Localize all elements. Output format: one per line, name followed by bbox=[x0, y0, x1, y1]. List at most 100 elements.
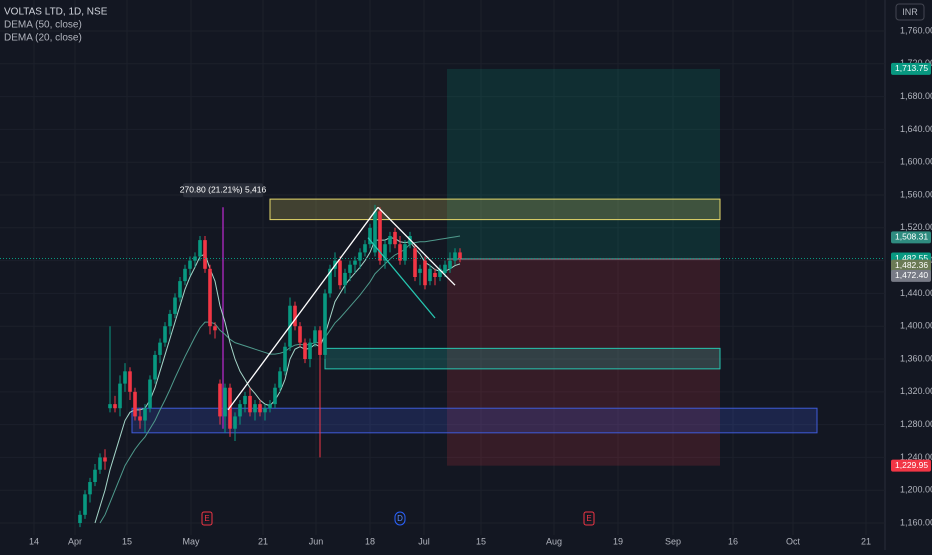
measure-label: 270.80 (21.21%) 5,416 bbox=[180, 185, 267, 195]
candle-body bbox=[233, 416, 237, 429]
candle-body bbox=[213, 326, 217, 331]
candle-body bbox=[258, 404, 262, 413]
price-zone bbox=[269, 198, 721, 221]
candle-body bbox=[203, 240, 207, 269]
candle-body bbox=[138, 416, 142, 421]
y-tick-label: 1,640.00 bbox=[900, 124, 932, 134]
trendline bbox=[227, 206, 379, 411]
candle-body bbox=[98, 457, 102, 470]
candle-body bbox=[113, 404, 117, 409]
candle-body bbox=[373, 211, 377, 253]
candle-body bbox=[168, 313, 172, 327]
price-zone bbox=[131, 407, 818, 434]
candle-body bbox=[368, 227, 372, 245]
candle-body bbox=[348, 264, 352, 273]
candle-body bbox=[143, 408, 147, 421]
y-tick-label: 1,680.00 bbox=[900, 91, 932, 101]
x-tick-label: Aug bbox=[546, 536, 562, 546]
candle-body bbox=[283, 346, 287, 372]
candle-body bbox=[323, 293, 327, 355]
candle-body bbox=[88, 482, 92, 495]
candle-body bbox=[418, 268, 422, 273]
candle-body bbox=[248, 395, 252, 413]
candle-body bbox=[108, 404, 112, 409]
event-marker bbox=[201, 511, 213, 526]
candle-body bbox=[218, 383, 222, 417]
chart-title: VOLTAS LTD, 1D, NSE bbox=[4, 7, 108, 18]
candle-body bbox=[383, 244, 387, 261]
price-label: 1,472.40 bbox=[895, 270, 928, 280]
candle-body bbox=[433, 272, 437, 278]
price-label: 1,482.36 bbox=[895, 260, 928, 270]
measure-box bbox=[183, 183, 263, 198]
candle-body bbox=[398, 244, 402, 261]
y-tick-label: 1,560.00 bbox=[900, 189, 932, 199]
candle-body bbox=[118, 383, 122, 409]
y-tick-label: 1,280.00 bbox=[900, 419, 932, 429]
price-label: 1,713.75 bbox=[895, 63, 928, 73]
price-label-box bbox=[891, 231, 931, 244]
x-tick-label: Apr bbox=[68, 536, 82, 546]
legend-entry: DEMA (50, close) bbox=[4, 20, 82, 31]
candle-body bbox=[428, 268, 432, 282]
candle-body bbox=[353, 260, 357, 265]
candle-body bbox=[93, 469, 97, 483]
candle-body bbox=[308, 342, 312, 360]
candle-body bbox=[238, 404, 242, 417]
candle-body bbox=[358, 252, 362, 261]
price-label: 1,229.95 bbox=[895, 460, 928, 470]
x-tick-label: 16 bbox=[728, 536, 738, 546]
dema-line bbox=[94, 237, 461, 524]
y-tick-label: 1,600.00 bbox=[900, 157, 932, 167]
y-tick-label: 1,400.00 bbox=[900, 321, 932, 331]
candle-body bbox=[443, 264, 447, 273]
candle-body bbox=[403, 244, 407, 261]
y-tick-label: 1,440.00 bbox=[900, 288, 932, 298]
candle-body bbox=[153, 354, 157, 380]
candle-body bbox=[458, 252, 462, 259]
event-marker bbox=[583, 511, 595, 526]
currency-label[interactable]: INR bbox=[902, 7, 918, 17]
x-tick-label: 21 bbox=[861, 536, 871, 546]
y-tick-label: 1,320.00 bbox=[900, 386, 932, 396]
y-tick-label: 1,240.00 bbox=[900, 452, 932, 462]
candle-body bbox=[298, 326, 302, 343]
candle-body bbox=[188, 260, 192, 269]
stop-zone bbox=[447, 258, 720, 466]
candle-body bbox=[293, 305, 297, 327]
currency-button[interactable] bbox=[895, 3, 925, 21]
target-zone bbox=[447, 68, 720, 259]
candle-body bbox=[243, 395, 247, 405]
candle-body bbox=[343, 272, 347, 286]
x-tick-label: 14 bbox=[29, 536, 39, 546]
x-tick-label: Sep bbox=[665, 536, 681, 546]
candle-body bbox=[393, 231, 397, 245]
y-tick-label: 1,360.00 bbox=[900, 353, 932, 363]
x-tick-label: 15 bbox=[476, 536, 486, 546]
candle-body bbox=[173, 297, 177, 314]
y-tick-label: 1,520.00 bbox=[900, 222, 932, 232]
candle-body bbox=[423, 260, 427, 286]
price-zone bbox=[324, 347, 721, 370]
candle-body bbox=[413, 248, 417, 278]
price-label: 1,508.31 bbox=[895, 232, 928, 242]
candle-body bbox=[163, 326, 167, 343]
candle-body bbox=[183, 268, 187, 282]
candle-body bbox=[278, 371, 282, 388]
candle-body bbox=[448, 260, 452, 269]
x-tick-label: 19 bbox=[613, 536, 623, 546]
plot: 270.80 (21.21%) 5,416 bbox=[0, 68, 885, 528]
candle-body bbox=[378, 211, 382, 261]
candle-body bbox=[78, 514, 82, 524]
x-tick-label: Oct bbox=[786, 536, 801, 546]
y-tick-label: 1,200.00 bbox=[900, 485, 932, 495]
price-label: 1,482.55 bbox=[895, 253, 928, 263]
candle-body bbox=[338, 260, 342, 286]
x-tick-label: Jun bbox=[309, 536, 324, 546]
trendline bbox=[367, 237, 436, 319]
candle-body bbox=[128, 371, 132, 392]
candle-body bbox=[363, 244, 367, 253]
candle-body bbox=[438, 268, 442, 278]
